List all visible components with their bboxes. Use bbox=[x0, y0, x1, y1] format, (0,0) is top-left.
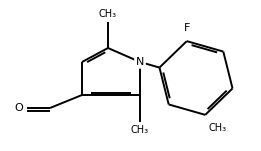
Text: F: F bbox=[183, 23, 190, 33]
Text: CH₃: CH₃ bbox=[208, 123, 226, 133]
Text: N: N bbox=[136, 57, 144, 67]
Text: CH₃: CH₃ bbox=[131, 125, 149, 135]
Text: O: O bbox=[15, 103, 23, 113]
Text: CH₃: CH₃ bbox=[99, 9, 117, 19]
